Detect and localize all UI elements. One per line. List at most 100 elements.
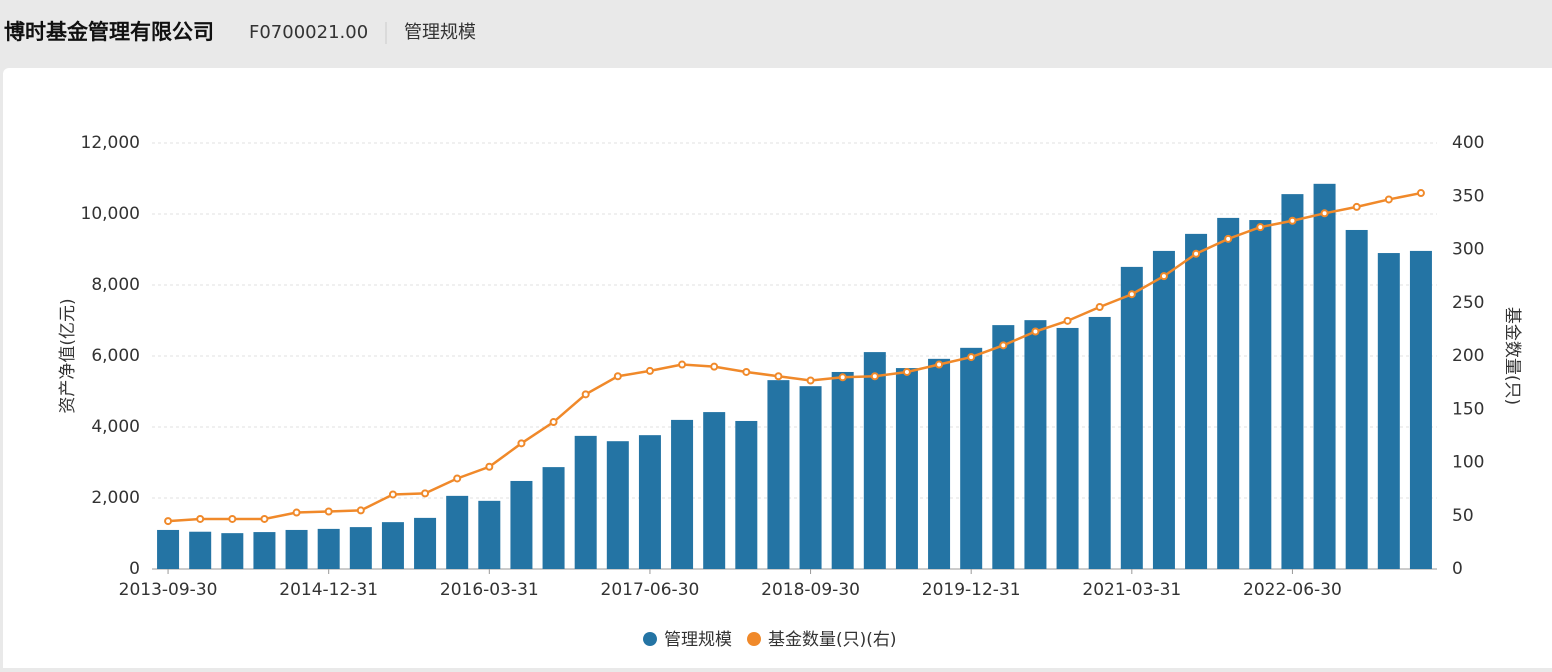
line-point <box>324 507 333 516</box>
fund-code: F0700021.00 <box>249 22 368 43</box>
bar <box>1281 194 1304 569</box>
company-title: 博时基金管理有限公司 <box>4 20 214 44</box>
bar <box>1409 250 1432 570</box>
line-point <box>1416 189 1425 198</box>
y2-tick-label: 100 <box>1452 453 1484 473</box>
legend-label[interactable]: 基金数量(只)(右) <box>768 630 897 650</box>
line-point <box>870 372 879 381</box>
line-point <box>742 367 751 376</box>
line-point <box>517 439 526 448</box>
line-point <box>1288 216 1297 225</box>
bar <box>542 467 565 569</box>
bar <box>253 532 276 569</box>
bar <box>349 527 372 569</box>
bar <box>1024 320 1047 569</box>
bar <box>895 368 918 569</box>
bar <box>1088 316 1111 569</box>
y2-tick-label: 50 <box>1452 506 1474 526</box>
bar <box>317 528 340 569</box>
y2-tick-label: 250 <box>1452 293 1484 313</box>
bar <box>1377 253 1400 570</box>
line-point <box>356 506 365 515</box>
line-point <box>678 360 687 369</box>
bar <box>574 435 597 569</box>
bar <box>285 529 308 569</box>
bar <box>446 495 469 569</box>
bar <box>992 325 1015 569</box>
line-point <box>260 514 269 523</box>
bar <box>1313 183 1336 569</box>
line-point <box>581 390 590 399</box>
bar <box>767 380 790 569</box>
y2-tick-label: 300 <box>1452 240 1484 260</box>
y2-tick-label: 150 <box>1452 399 1484 419</box>
bar <box>414 517 437 569</box>
line-point <box>228 514 237 523</box>
y2-tick-label: 200 <box>1452 346 1484 366</box>
bar <box>189 531 212 569</box>
line-point <box>1320 209 1329 218</box>
line-point <box>453 474 462 483</box>
y2-tick-label: 350 <box>1452 186 1484 206</box>
y-tick-label: 4,000 <box>91 417 140 437</box>
y2-tick-label: 0 <box>1452 559 1463 579</box>
legend-marker <box>747 632 761 646</box>
line-point <box>613 372 622 381</box>
bar <box>638 435 661 569</box>
x-tick-label: 2022-06-30 <box>1243 580 1342 600</box>
line-point <box>196 514 205 523</box>
line-point <box>967 353 976 362</box>
y-tick-label: 2,000 <box>91 488 140 508</box>
line-point <box>388 490 397 499</box>
y-tick-label: 10,000 <box>81 204 140 224</box>
line-point <box>806 376 815 385</box>
y2-tick-label: 400 <box>1452 133 1484 153</box>
x-tick-label: 2014-12-31 <box>279 580 378 600</box>
line-point <box>1352 202 1361 211</box>
tab-label[interactable]: 管理规模 <box>404 22 476 43</box>
x-tick-label: 2021-03-31 <box>1082 580 1181 600</box>
bar <box>703 412 726 569</box>
bar <box>1217 217 1240 569</box>
line-point <box>1063 316 1072 325</box>
line-point <box>999 341 1008 350</box>
line-point <box>1256 223 1265 232</box>
bar <box>1249 220 1272 569</box>
bar <box>928 358 951 569</box>
bar <box>1345 229 1368 569</box>
line-point <box>549 418 558 427</box>
line-point <box>838 373 847 382</box>
line-point <box>1192 249 1201 258</box>
bar <box>478 500 501 569</box>
bar <box>671 419 694 569</box>
bar <box>735 420 758 569</box>
line <box>167 191 1422 523</box>
bar <box>221 533 244 569</box>
legend-marker <box>643 632 657 646</box>
line-point <box>710 362 719 371</box>
bar <box>831 371 854 569</box>
y-tick-label: 12,000 <box>81 133 140 153</box>
legend-label[interactable]: 管理规模 <box>664 630 732 650</box>
line-point <box>421 489 430 498</box>
line-point <box>902 367 911 376</box>
line-point <box>1384 195 1393 204</box>
bar <box>157 529 180 569</box>
line-point <box>1159 272 1168 281</box>
bar <box>863 352 886 569</box>
x-tick-label: 2016-03-31 <box>440 580 539 600</box>
bar <box>799 386 822 569</box>
line-point <box>1031 327 1040 336</box>
bar <box>606 441 629 569</box>
line-point <box>1127 290 1136 299</box>
x-tick-label: 2018-09-30 <box>761 580 860 600</box>
bar <box>960 347 983 569</box>
y2-axis-title: 基金数量(只) <box>1502 307 1522 405</box>
bar <box>1152 250 1175 570</box>
bar <box>381 522 404 569</box>
header-bar <box>0 0 1552 68</box>
bar <box>1185 233 1208 569</box>
bar <box>510 480 533 569</box>
